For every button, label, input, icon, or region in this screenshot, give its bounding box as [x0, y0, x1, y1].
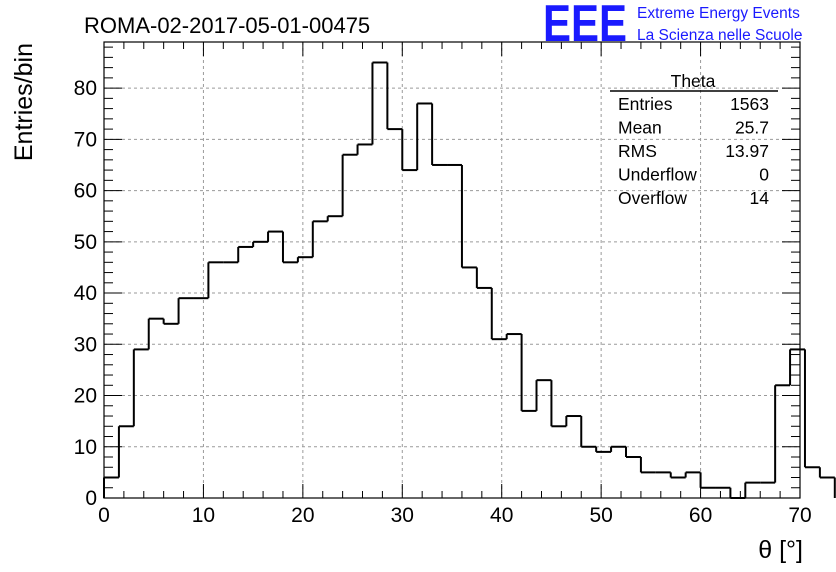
y-tick-label: 70 — [74, 128, 97, 151]
x-tick-label: 20 — [291, 504, 314, 527]
y-tick-label: 20 — [74, 385, 97, 408]
eee-logo: EEE Extreme Energy Events La Scienza nel… — [543, 0, 802, 53]
stats-row-label: Underflow — [618, 165, 697, 185]
grid-lines — [104, 42, 800, 498]
histogram-bars — [103, 61, 836, 499]
y-tick-label: 10 — [74, 436, 97, 459]
plot-frame — [103, 41, 801, 499]
stats-rows: Entries 1563 Mean 25.7 RMS 13.97 Underflow 0 Ove… — [618, 94, 769, 208]
x-tick-label: 70 — [788, 504, 811, 527]
eee-logo-mark: EEE — [543, 0, 627, 53]
logo-line-1: Extreme Energy Events — [637, 5, 800, 22]
y-tick-label: 40 — [74, 282, 97, 305]
stats-row-value: 13.97 — [725, 141, 769, 161]
stats-row-value: 25.7 — [735, 118, 769, 138]
y-tick-label: 50 — [74, 231, 97, 254]
x-tick-label: 0 — [98, 504, 110, 527]
x-tick-label: 10 — [192, 504, 215, 527]
x-tick-label: 40 — [490, 504, 513, 527]
x-tick-label: 60 — [689, 504, 712, 527]
stats-name: Theta — [671, 71, 716, 91]
y-axis-ticks: 0 10 20 30 40 50 60 70 80 — [74, 46, 800, 510]
stats-row-label: Overflow — [618, 188, 687, 208]
y-axis-title: Entries/bin — [10, 43, 38, 161]
stats-row-label: Mean — [618, 118, 662, 138]
y-tick-label: 30 — [74, 333, 97, 356]
y-tick-label: 60 — [74, 180, 97, 203]
stats-row-label: Entries — [618, 94, 673, 114]
x-axis-title: θ [°] — [758, 536, 803, 564]
stats-box: Theta Entries 1563 Mean 25.7 RMS 13.97 Underfl… — [610, 71, 778, 208]
x-axis-ticks: 0 10 20 30 40 50 60 70 — [98, 42, 812, 527]
y-tick-label: 80 — [74, 77, 97, 100]
logo-line-2: La Scienza nelle Scuole — [637, 27, 802, 44]
y-tick-label: 0 — [85, 487, 97, 510]
x-tick-label: 30 — [391, 504, 414, 527]
stats-row-value: 14 — [750, 188, 770, 208]
stats-row-value: 1563 — [730, 94, 769, 114]
chart-title: ROMA-02-2017-05-01-00475 — [84, 13, 370, 38]
x-tick-label: 50 — [589, 504, 612, 527]
stats-row-value: 0 — [759, 165, 769, 185]
stats-row-label: RMS — [618, 141, 657, 161]
